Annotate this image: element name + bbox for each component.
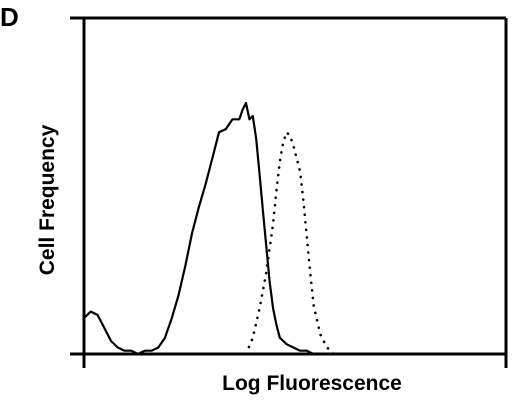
plot-frame: [82, 16, 508, 368]
series-dotted-histogram: [244, 131, 336, 356]
series-layer: [82, 101, 336, 356]
x-axis-title: Log Fluorescence: [222, 372, 402, 395]
panel-letter: D: [0, 2, 19, 32]
y-axis-title: Cell Frequency: [36, 124, 59, 275]
series-solid-histogram: [82, 101, 322, 356]
axis-ticks: [70, 16, 508, 368]
